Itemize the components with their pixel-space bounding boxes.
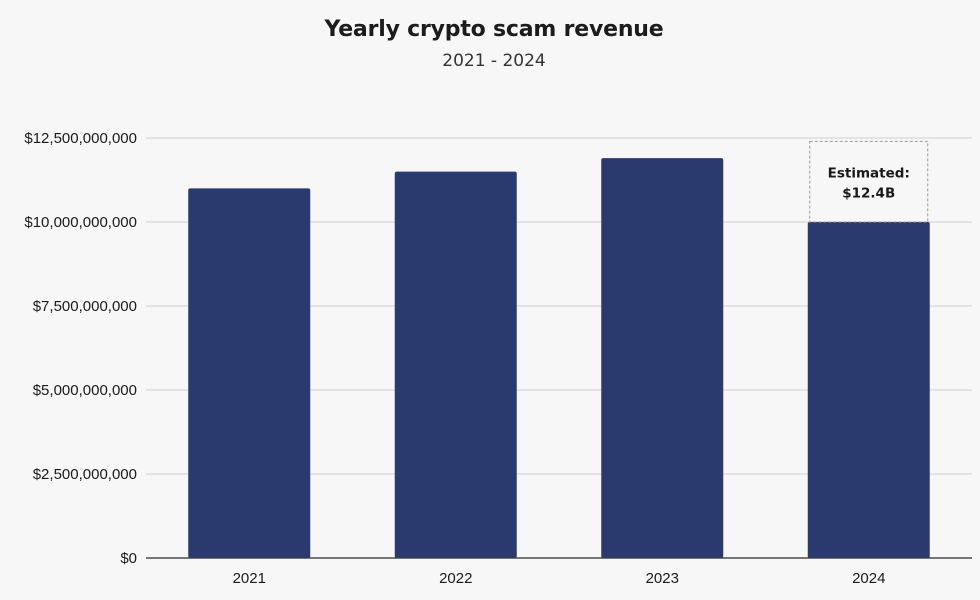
- x-tick-label: 2021: [233, 570, 266, 587]
- y-tick-label: $5,000,000,000: [33, 382, 137, 399]
- y-tick-label: $0: [120, 550, 137, 567]
- bar: [807, 222, 930, 558]
- y-tick-label: $12,500,000,000: [24, 130, 137, 147]
- estimated-value-label: $12.4B: [842, 186, 895, 202]
- chart-subtitle: 2021 - 2024: [442, 51, 546, 71]
- x-tick-label: 2022: [439, 570, 472, 587]
- y-tick-label: $2,500,000,000: [33, 466, 137, 483]
- y-tick-label: $7,500,000,000: [33, 298, 137, 315]
- x-tick-label: 2024: [852, 570, 885, 587]
- estimated-box: [809, 140, 929, 223]
- y-tick-label: $10,000,000,000: [24, 214, 137, 231]
- bar: [601, 158, 724, 558]
- bar: [394, 171, 517, 558]
- bar: [188, 188, 311, 558]
- x-tick-label: 2023: [646, 570, 679, 587]
- chart-title: Yearly crypto scam revenue: [324, 17, 664, 42]
- estimated-label: Estimated:: [828, 166, 910, 182]
